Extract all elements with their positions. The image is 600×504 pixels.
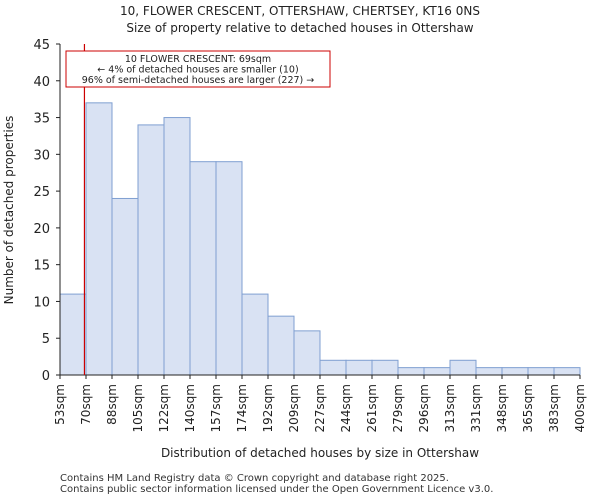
bar-3: [137, 124, 165, 376]
chart-subtitle: Size of property relative to detached ho…: [126, 21, 473, 35]
chart-title: 10, FLOWER CRESCENT, OTTERSHAW, CHERTSEY…: [120, 4, 480, 18]
x-tick-label-13: 279sqm: [391, 384, 405, 432]
x-tick-label-15: 313sqm: [443, 384, 457, 432]
bar-11: [345, 359, 373, 376]
bar-19: [553, 367, 581, 376]
y-tick-label-25: 25: [33, 185, 50, 200]
x-tick-label-12: 261sqm: [365, 384, 379, 432]
bar-9: [293, 330, 321, 376]
bar-18: [527, 367, 555, 376]
x-tick-label-1: 70sqm: [79, 384, 93, 425]
annotation-line-1: 10 FLOWER CRESCENT: 69sqm: [125, 54, 271, 65]
x-tick-label-17: 348sqm: [495, 384, 509, 432]
x-tick-label-10: 227sqm: [313, 384, 327, 432]
bar-15: [449, 359, 477, 376]
x-tick-label-3: 105sqm: [131, 384, 145, 432]
x-axis-label: Distribution of detached houses by size …: [161, 446, 479, 460]
bar-10: [319, 359, 347, 376]
x-tick-label-16: 331sqm: [469, 384, 483, 432]
footer-copyright: Contains HM Land Registry data © Crown c…: [60, 473, 449, 484]
bar-2: [111, 197, 139, 376]
bar-4: [163, 117, 191, 376]
x-tick-label-9: 209sqm: [287, 384, 301, 432]
bar-17: [501, 367, 529, 376]
y-tick-label-15: 15: [33, 259, 50, 274]
x-tick-label-0: 53sqm: [53, 384, 67, 425]
plot-area: 0 5 10 15 20 25 30 35 40 45 53sqm 70sqm 88sqm 105sqm 1…: [33, 38, 587, 432]
y-axis-label: Number of detached properties: [2, 116, 16, 305]
x-tick-label-2: 88sqm: [105, 384, 119, 425]
x-tick-label-5: 140sqm: [183, 384, 197, 432]
bar-13: [397, 367, 425, 376]
bar-12: [371, 359, 399, 376]
x-tick-label-14: 296sqm: [417, 384, 431, 432]
y-tick-label-30: 30: [33, 148, 50, 163]
bar-7: [241, 293, 269, 376]
bar-6: [215, 161, 243, 376]
x-tick-label-18: 365sqm: [521, 384, 535, 432]
annotation-line-2: ← 4% of detached houses are smaller (10): [97, 65, 298, 76]
y-tick-label-0: 0: [42, 369, 50, 384]
x-tick-label-7: 174sqm: [235, 384, 249, 432]
bar-5: [189, 161, 217, 376]
y-tick-label-10: 10: [33, 295, 50, 310]
y-tick-label-35: 35: [33, 112, 50, 127]
x-tick-label-20: 400sqm: [573, 384, 587, 432]
bar-16: [475, 367, 503, 376]
x-tick-label-19: 383sqm: [547, 384, 561, 432]
bar-14: [423, 367, 451, 376]
footer-licence: Contains public sector information licen…: [60, 484, 494, 495]
bar-1: [85, 102, 113, 376]
x-tick-label-8: 192sqm: [261, 384, 275, 432]
x-tick-label-11: 244sqm: [339, 384, 353, 432]
annotation-line-3: 96% of semi-detached houses are larger (…: [82, 75, 315, 86]
y-tick-label-45: 45: [33, 38, 50, 53]
y-tick-label-40: 40: [33, 75, 50, 90]
x-tick-label-6: 157sqm: [209, 384, 223, 432]
annotation-box: [65, 50, 331, 88]
bar-8: [267, 315, 295, 376]
x-tick-label-4: 122sqm: [157, 384, 171, 432]
bar-0: [59, 293, 87, 376]
y-tick-label-5: 5: [42, 332, 50, 347]
y-tick-label-20: 20: [33, 222, 50, 237]
